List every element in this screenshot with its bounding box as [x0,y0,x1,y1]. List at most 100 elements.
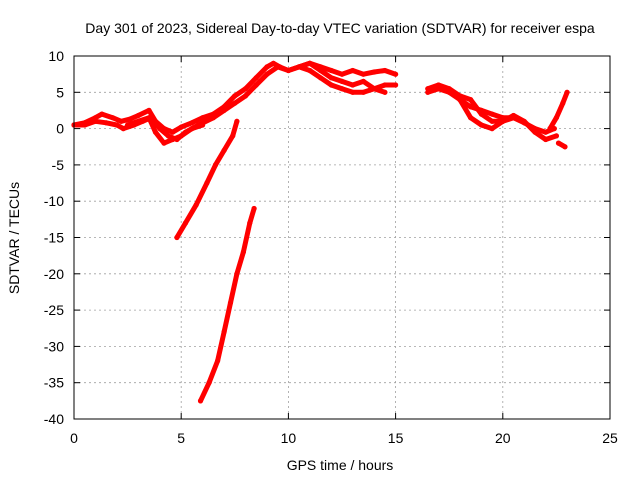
data-point [193,202,199,208]
data-point [189,126,195,132]
data-point [328,75,334,81]
y-tick-label: 0 [56,121,64,137]
data-point [489,111,495,117]
data-point [446,86,452,92]
series-track-a [71,60,399,135]
data-point [543,129,549,135]
data-point [221,147,227,153]
data-point [270,60,276,66]
data-point [425,86,431,92]
x-tick-label: 5 [177,430,185,446]
data-point [234,271,240,277]
data-point [92,118,98,124]
data-point [553,115,560,121]
data-point [510,115,517,121]
data-point [110,115,116,121]
series-track-j [547,89,570,132]
data-point [230,133,236,139]
data-point [350,67,356,74]
data-point [210,115,216,121]
data-point [127,116,133,122]
data-point [275,64,281,70]
data-point [339,71,345,77]
x-tick-label: 15 [388,430,404,446]
data-point [468,115,474,121]
y-tick-label: -10 [44,193,64,209]
x-tick-label: 0 [70,430,78,446]
data-point [339,86,345,92]
y-tick-label: -35 [44,375,64,391]
data-point [215,358,221,364]
data-point [253,75,259,81]
data-point [457,97,463,103]
data-point [189,120,195,126]
data-point [489,126,495,132]
data-point [242,93,249,99]
data-point [307,60,313,66]
y-tick-label: 10 [48,48,64,64]
data-point [457,93,463,99]
data-point [221,329,227,335]
data-point [251,205,257,212]
data-point [99,111,105,117]
data-point [197,398,204,404]
data-point [152,129,159,135]
data-point [240,249,246,255]
data-point [468,97,474,103]
data-point [170,129,176,135]
x-tick-label: 25 [602,430,618,446]
data-point [555,140,562,146]
data-point [350,82,356,88]
data-point [120,126,126,132]
data-point [318,75,324,81]
data-point [564,89,570,95]
data-point [221,107,227,113]
data-point [382,67,388,74]
data-point [253,82,259,88]
data-point [232,93,238,99]
data-point [165,133,171,139]
data-point [360,71,366,77]
data-point [146,115,152,121]
data-point [521,118,527,124]
x-tick-label: 20 [495,430,511,446]
data-point [435,82,442,88]
data-point [425,89,431,95]
data-point [562,144,568,150]
data-point [360,89,366,95]
data-point [200,122,206,128]
x-axis-label: GPS time / hours [287,457,394,473]
data-point [157,126,163,132]
data-point [339,78,345,84]
data-point [232,100,238,106]
data-point [307,67,313,74]
data-point [182,220,189,226]
data-point [393,82,399,88]
grid-lines [74,56,610,419]
data-point [204,180,210,186]
data-point [478,111,484,117]
y-tick-label: -15 [44,230,64,246]
data-point [125,122,131,128]
data-point [247,220,253,226]
data-point [114,122,120,128]
series-track-e [174,118,240,240]
data-point [560,100,566,106]
data-point [146,107,152,113]
y-tick-labels: 10 5 0 -5 -10 -15 -20 -25 -30 -35 -40 [44,48,64,427]
data-point [227,300,234,306]
chart-title: Day 301 of 2023, Sidereal Day-to-day VTE… [85,20,595,36]
data-point [242,86,249,92]
data-point [547,126,553,132]
data-point [161,140,167,146]
data-point [264,64,270,70]
series-track-f [198,206,257,404]
data-point [360,78,366,84]
data-point [382,89,388,95]
data-point [200,115,206,121]
data-point [206,380,212,386]
data-point [382,82,388,88]
data-point [135,112,141,119]
tick-marks [73,55,611,420]
